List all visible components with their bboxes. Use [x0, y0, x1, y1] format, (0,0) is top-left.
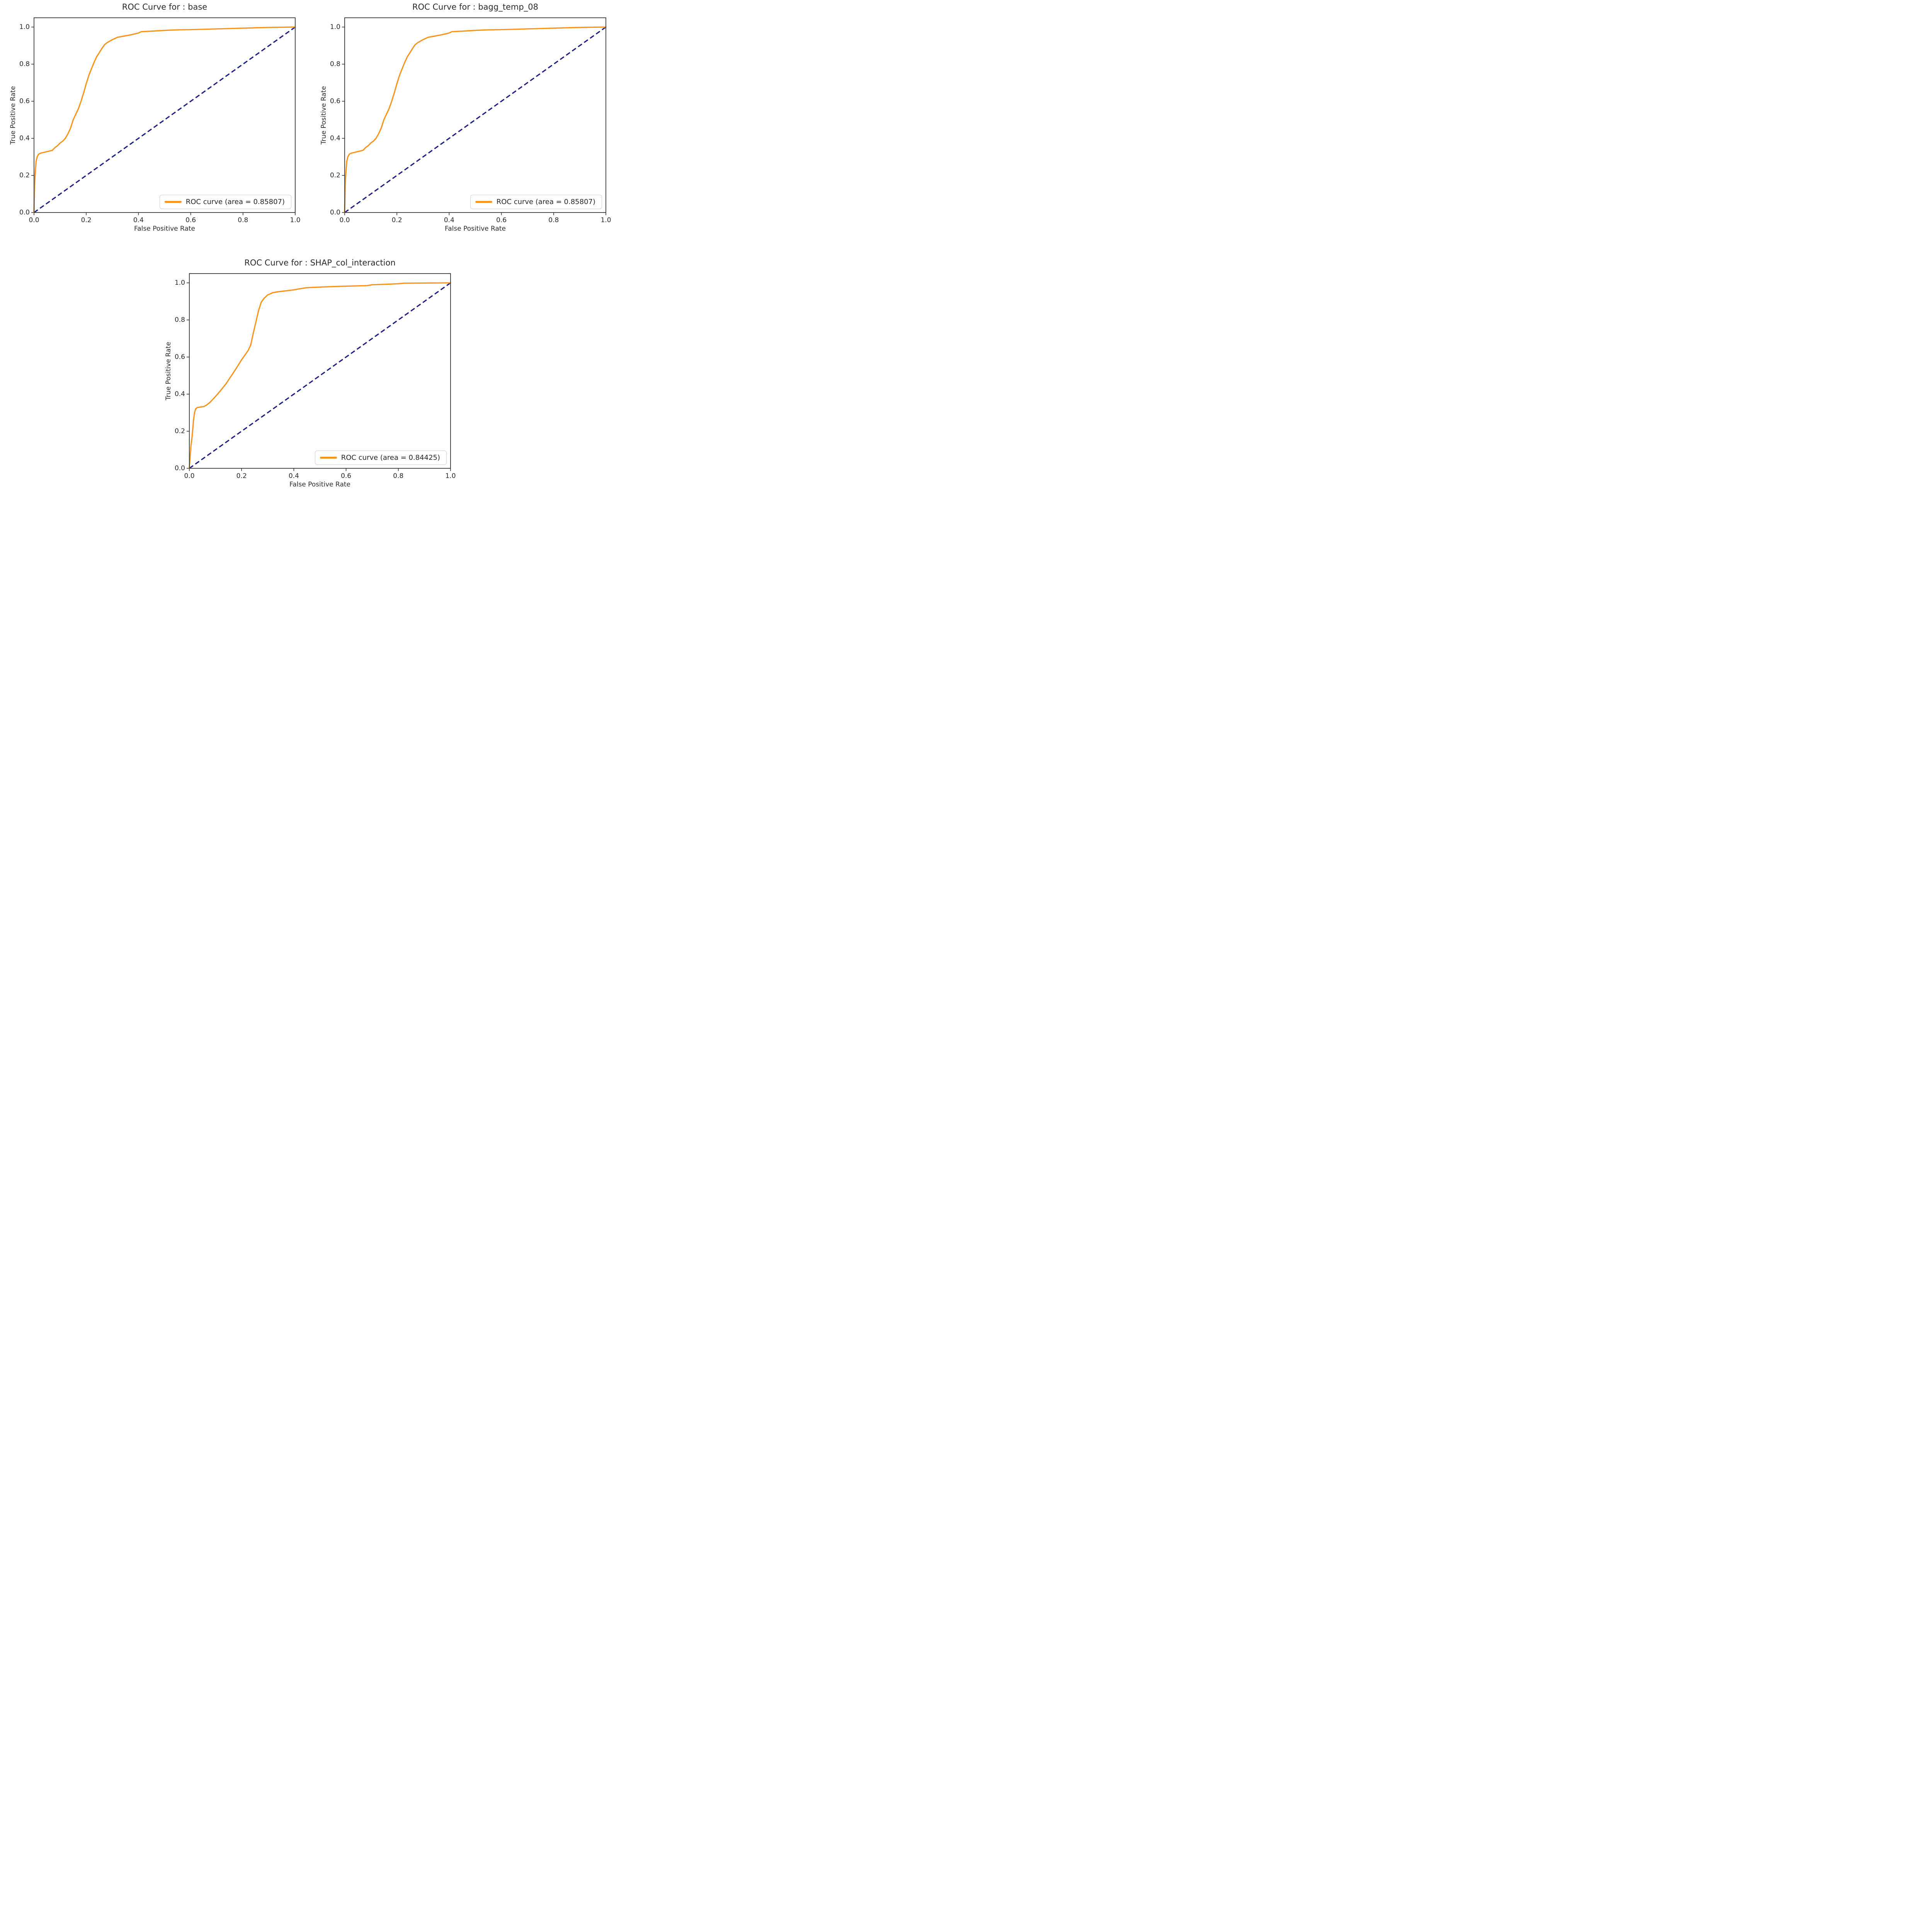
plot-title: ROC Curve for : bagg_temp_08: [412, 2, 538, 12]
x-tick-label: 0.4: [288, 472, 299, 480]
x-axis-label: False Positive Rate: [134, 225, 195, 233]
roc-curve-swatch: [320, 457, 337, 459]
y-tick-label: 1.0: [330, 23, 340, 31]
roc-plot-base: ROC Curve for : base True Positive Rate …: [9, 2, 301, 233]
y-tick-label: 0.6: [330, 97, 340, 105]
roc-curve-swatch: [475, 201, 492, 203]
x-axis-label: False Positive Rate: [289, 481, 350, 488]
roc-figure: ROC Curve for : base True Positive Rate …: [0, 0, 614, 492]
y-tick-label: 0.8: [19, 60, 30, 68]
x-tick-label: 0.2: [81, 216, 92, 224]
plot-title: ROC Curve for : base: [122, 2, 207, 12]
x-axis-label: False Positive Rate: [445, 225, 506, 233]
x-tick-label: 0.2: [236, 472, 247, 480]
y-tick-label: 0.2: [19, 172, 30, 179]
roc-plot-shap-col-interaction: ROC Curve for : SHAP_col_interaction Tru…: [165, 258, 456, 488]
x-tick-label: 0.8: [238, 216, 248, 224]
legend-label: ROC curve (area = 0.84425): [341, 454, 440, 462]
axes-area: [31, 17, 296, 215]
y-tick-label: 0.0: [330, 209, 340, 216]
y-tick-label: 0.8: [330, 60, 340, 68]
y-tick-label: 0.4: [330, 134, 340, 142]
x-tick-label: 0.0: [29, 216, 39, 224]
axes-area: [342, 17, 607, 215]
x-tick-label: 1.0: [600, 216, 611, 224]
y-tick-label: 0.4: [19, 134, 30, 142]
x-tick-label: 0.8: [548, 216, 559, 224]
x-tick-label: 0.4: [444, 216, 454, 224]
x-tick-label: 0.4: [133, 216, 144, 224]
roc-plot-bagg-temp-08: ROC Curve for : bagg_temp_08 True Positi…: [320, 2, 611, 233]
legend-label: ROC curve (area = 0.85807): [185, 198, 285, 206]
x-tick-label: 1.0: [290, 216, 301, 224]
legend: ROC curve (area = 0.84425): [315, 451, 447, 465]
y-tick-label: 1.0: [19, 23, 30, 31]
legend: ROC curve (area = 0.85807): [470, 195, 602, 209]
x-tick-label: 0.8: [393, 472, 404, 480]
x-tick-label: 0.6: [185, 216, 196, 224]
x-tick-label: 0.0: [339, 216, 350, 224]
y-axis-label: True Positive Rate: [165, 342, 172, 400]
y-tick-label: 0.2: [330, 172, 340, 179]
legend-label: ROC curve (area = 0.85807): [496, 198, 595, 206]
y-tick-label: 0.0: [174, 464, 185, 472]
legend: ROC curve (area = 0.85807): [159, 195, 291, 209]
x-tick-label: 0.0: [184, 472, 195, 480]
y-tick-label: 0.8: [174, 316, 185, 324]
y-tick-label: 0.0: [19, 209, 30, 216]
x-tick-label: 1.0: [445, 472, 456, 480]
y-tick-label: 0.4: [174, 390, 185, 398]
x-tick-label: 0.6: [341, 472, 352, 480]
y-tick-label: 0.6: [174, 353, 185, 361]
y-tick-label: 0.2: [174, 427, 185, 435]
plot-title: ROC Curve for : SHAP_col_interaction: [244, 258, 396, 267]
y-axis-label: True Positive Rate: [320, 86, 328, 145]
x-tick-label: 0.2: [391, 216, 402, 224]
y-axis-label: True Positive Rate: [9, 86, 17, 145]
y-tick-label: 1.0: [174, 279, 185, 287]
x-tick-label: 0.6: [496, 216, 507, 224]
roc-curve-swatch: [164, 201, 182, 203]
y-tick-label: 0.6: [19, 97, 30, 105]
axes-area: [187, 273, 451, 471]
